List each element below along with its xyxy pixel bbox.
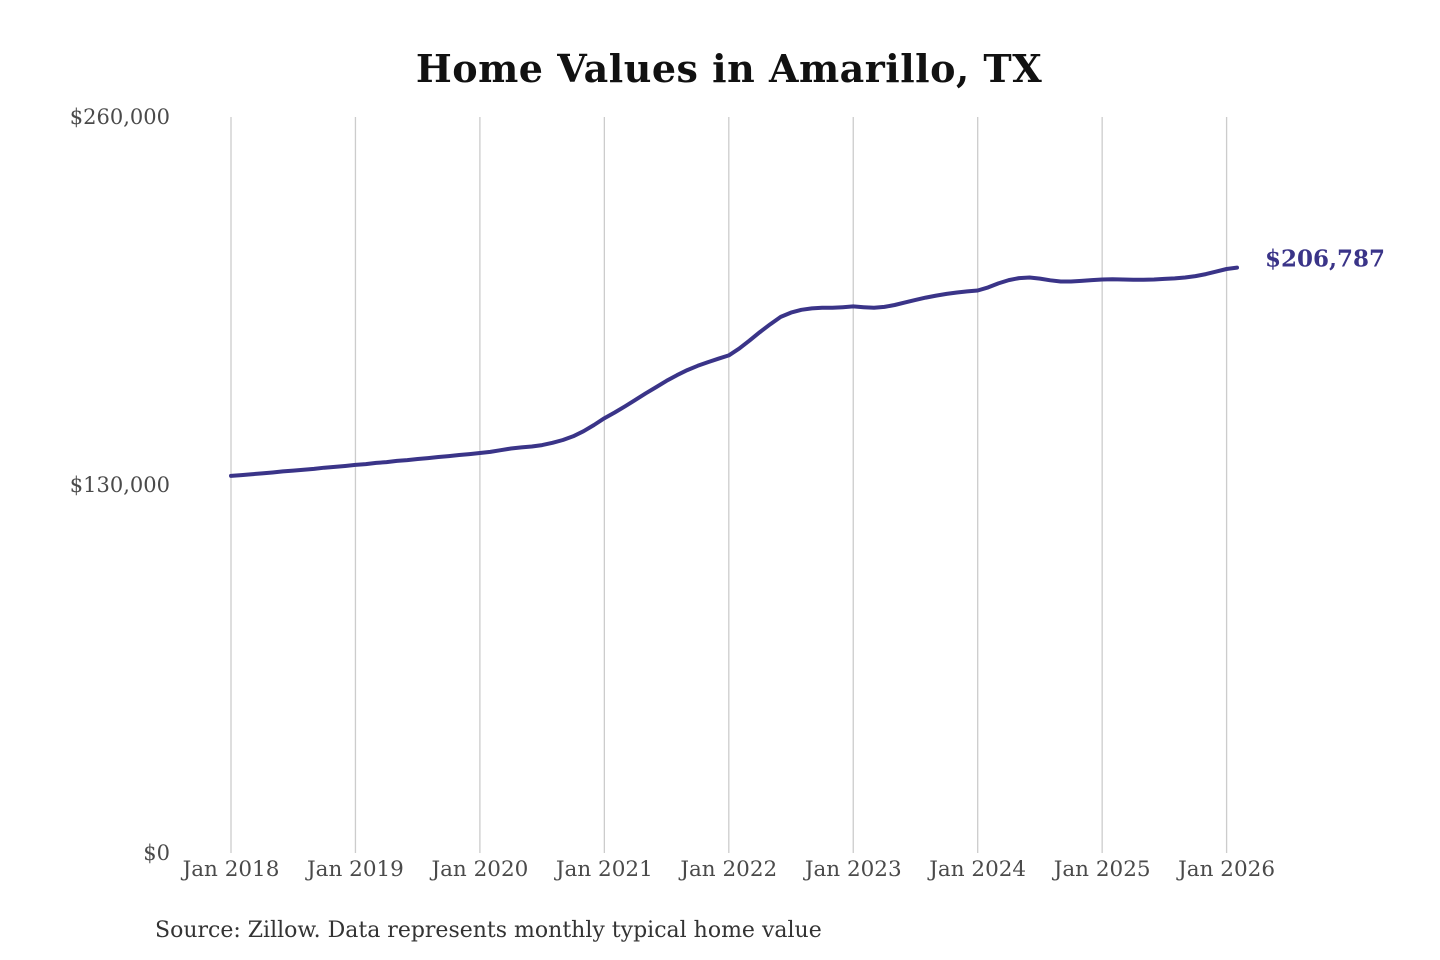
x-tick-label: Jan 2023 xyxy=(804,857,902,882)
x-tick-label: Jan 2024 xyxy=(929,857,1027,882)
x-tick-label: Jan 2019 xyxy=(307,857,404,882)
source-note: Source: Zillow. Data represents monthly … xyxy=(155,918,822,943)
y-tick-label: $0 xyxy=(143,841,170,865)
y-tick-label: $260,000 xyxy=(69,105,170,129)
x-tick-label: Jan 2026 xyxy=(1178,857,1276,882)
y-tick-label: $130,000 xyxy=(69,473,170,497)
vertical-gridlines xyxy=(230,117,1228,853)
x-tick-label: Jan 2025 xyxy=(1053,857,1151,882)
x-tick-label: Jan 2018 xyxy=(182,857,280,882)
home-value-line xyxy=(229,265,1239,478)
x-tick-label: Jan 2021 xyxy=(555,857,653,882)
x-tick-label: Jan 2022 xyxy=(680,857,778,882)
final-value-label: $206,787 xyxy=(1264,245,1385,273)
chart-title: Home Values in Amarillo, TX xyxy=(415,46,1043,91)
x-tick-label: Jan 2020 xyxy=(431,857,529,882)
